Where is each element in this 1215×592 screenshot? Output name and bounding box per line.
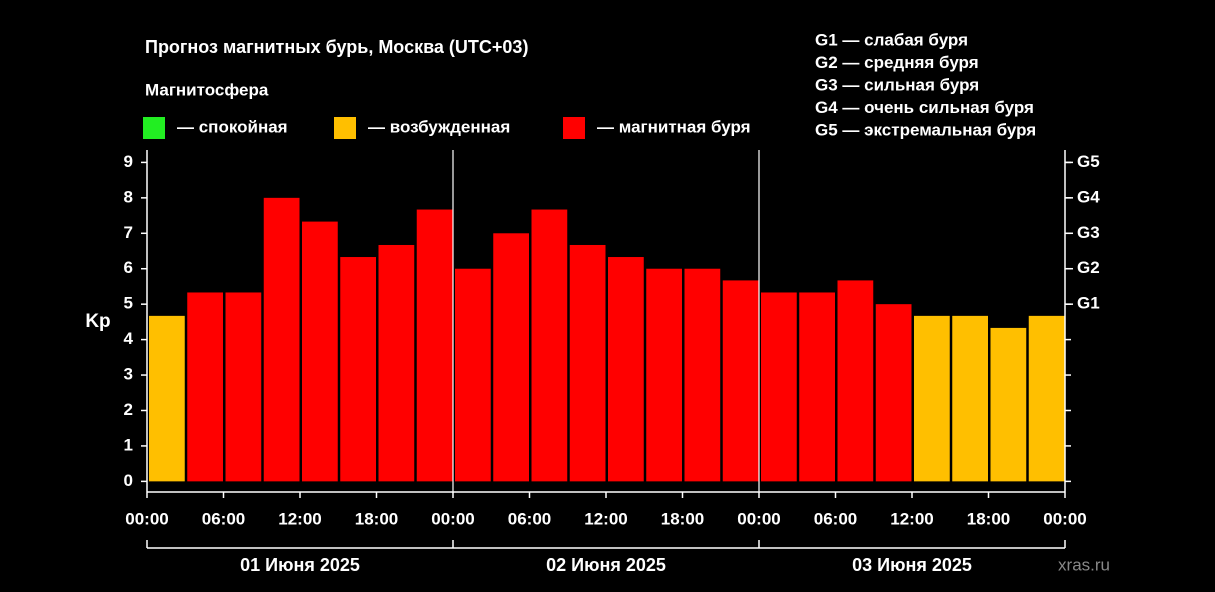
x-tick-label: 06:00 <box>814 509 857 528</box>
x-tick-label: 06:00 <box>202 509 245 528</box>
bar <box>1028 315 1065 482</box>
group-label: 03 Июня 2025 <box>852 555 972 575</box>
bar <box>646 268 682 482</box>
y-axis-label: Kp <box>85 311 110 332</box>
group-label: 01 Июня 2025 <box>240 555 360 575</box>
scale-note: G3 — сильная буря <box>815 75 979 94</box>
x-tick-label: 00:00 <box>125 509 168 528</box>
legend-label: — спокойная <box>177 117 288 136</box>
legend-swatch <box>563 117 585 139</box>
bar <box>569 244 606 482</box>
bar <box>302 221 338 482</box>
scale-note: G2 — средняя буря <box>815 53 979 72</box>
bar <box>837 280 874 482</box>
bar <box>990 327 1027 482</box>
bar <box>722 280 759 482</box>
y-tick-label: 0 <box>124 471 133 490</box>
y-tick-label: 2 <box>124 400 133 419</box>
bar <box>914 315 950 482</box>
legend-swatch <box>143 117 165 139</box>
bar <box>608 257 644 482</box>
bar <box>378 244 415 482</box>
bar <box>263 197 300 482</box>
x-tick-label: 00:00 <box>1043 509 1086 528</box>
y-tick-label: 6 <box>124 258 133 277</box>
y-tick-label: 1 <box>124 435 133 454</box>
bar <box>799 292 835 482</box>
x-tick-label: 06:00 <box>508 509 551 528</box>
x-tick-label: 00:00 <box>431 509 474 528</box>
bar <box>761 292 797 482</box>
bar <box>340 257 376 482</box>
bar <box>531 209 568 482</box>
x-tick-label: 12:00 <box>890 509 933 528</box>
scale-note: G1 — слабая буря <box>815 30 968 49</box>
y-tick-label: 8 <box>124 187 133 206</box>
scale-note: G5 — экстремальная буря <box>815 120 1036 139</box>
legend-title: Магнитосфера <box>145 80 269 99</box>
y-tick-label: 4 <box>124 329 134 348</box>
y2-tick-label: G5 <box>1077 152 1100 171</box>
bar <box>149 315 185 482</box>
y-tick-label: 5 <box>124 294 133 313</box>
bar <box>187 292 223 482</box>
legend-swatch <box>334 117 356 139</box>
watermark: xras.ru <box>1058 555 1110 574</box>
x-tick-label: 18:00 <box>355 509 398 528</box>
chart-title: Прогноз магнитных бурь, Москва (UTC+03) <box>145 37 528 57</box>
y2-tick-label: G2 <box>1077 258 1100 277</box>
legend-label: — возбужденная <box>368 117 510 136</box>
y2-tick-label: G1 <box>1077 294 1100 313</box>
bar <box>493 233 529 482</box>
x-tick-label: 12:00 <box>278 509 321 528</box>
group-label: 02 Июня 2025 <box>546 555 666 575</box>
bar <box>684 268 721 482</box>
y-tick-label: 3 <box>124 365 133 384</box>
bar <box>875 304 912 482</box>
y2-tick-label: G4 <box>1077 187 1100 206</box>
bar <box>225 292 262 482</box>
x-tick-label: 12:00 <box>584 509 627 528</box>
x-tick-label: 18:00 <box>661 509 704 528</box>
y2-tick-label: G3 <box>1077 223 1100 242</box>
y-tick-label: 9 <box>124 152 133 171</box>
y-tick-label: 7 <box>124 223 133 242</box>
legend-label: — магнитная буря <box>597 117 751 136</box>
bar <box>416 209 453 482</box>
x-tick-label: 00:00 <box>737 509 780 528</box>
x-tick-label: 18:00 <box>967 509 1010 528</box>
scale-note: G4 — очень сильная буря <box>815 98 1034 117</box>
bar <box>952 315 988 482</box>
bar <box>455 268 491 482</box>
